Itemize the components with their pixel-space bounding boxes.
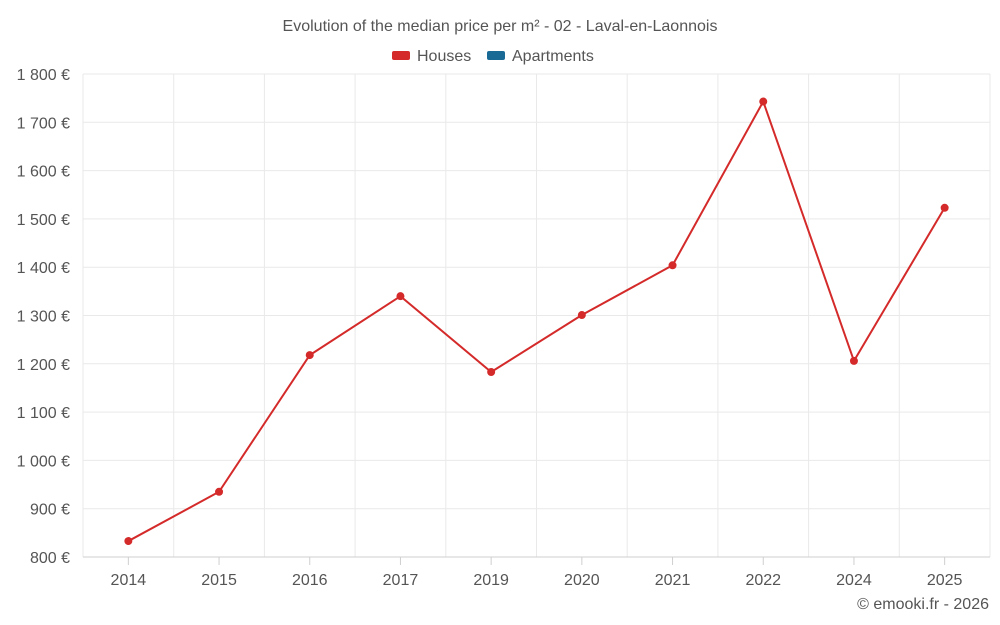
data-point-houses[interactable] (487, 368, 496, 377)
data-point-houses[interactable] (396, 292, 405, 301)
x-axis: 2014 2015 2016 2017 2019 2020 2021 2022 2024 2025 (83, 556, 990, 589)
x-tick-label: 2016 (292, 572, 328, 589)
x-tick-label: 2022 (745, 572, 781, 589)
series-line-houses (127, 99, 946, 542)
y-tick-label: 1 100 € (17, 405, 70, 422)
y-axis: 800 € 900 € 1 000 € 1 100 € 1 200 € 1 300 € 1 … (17, 67, 70, 567)
chart-title: Evolution of the median price per m² - 0… (283, 18, 718, 35)
data-point-houses[interactable] (668, 261, 677, 270)
x-tick-label: 2019 (473, 572, 509, 589)
data-point-houses[interactable] (215, 487, 224, 496)
y-tick-label: 900 € (30, 502, 70, 519)
x-tick-label: 2015 (201, 572, 237, 589)
legend: Houses Apartments (392, 48, 594, 65)
legend-swatch-houses (392, 51, 410, 60)
y-tick-label: 1 500 € (17, 212, 70, 229)
legend-label-apartments: Apartments (512, 48, 594, 65)
series (124, 97, 949, 546)
y-tick-label: 1 800 € (17, 67, 70, 84)
x-tick-label: 2024 (836, 572, 872, 589)
x-tick-label: 2020 (564, 572, 600, 589)
y-tick-label: 1 000 € (17, 453, 70, 470)
x-tick-label: 2025 (927, 572, 963, 589)
x-tick-label: 2017 (383, 572, 419, 589)
credit-text: © emooki.fr - 2026 (857, 596, 989, 613)
y-tick-label: 1 600 € (17, 164, 70, 181)
data-point-houses[interactable] (849, 356, 858, 365)
legend-item-houses[interactable]: Houses (392, 48, 471, 65)
x-tick-label: 2014 (111, 572, 147, 589)
y-tick-label: 1 200 € (17, 357, 70, 374)
data-point-houses[interactable] (759, 97, 768, 106)
y-tick-label: 1 400 € (17, 260, 70, 277)
legend-label-houses: Houses (417, 48, 471, 65)
data-point-houses[interactable] (577, 311, 586, 320)
y-tick-label: 800 € (30, 550, 70, 567)
data-point-houses[interactable] (305, 351, 314, 360)
grid (82, 73, 991, 557)
x-tick-label: 2021 (655, 572, 691, 589)
legend-swatch-apartments (487, 51, 505, 60)
y-tick-label: 1 300 € (17, 309, 70, 326)
data-point-houses[interactable] (940, 203, 949, 212)
legend-item-apartments[interactable]: Apartments (487, 48, 594, 65)
y-tick-label: 1 700 € (17, 115, 70, 132)
data-point-houses[interactable] (124, 537, 133, 546)
